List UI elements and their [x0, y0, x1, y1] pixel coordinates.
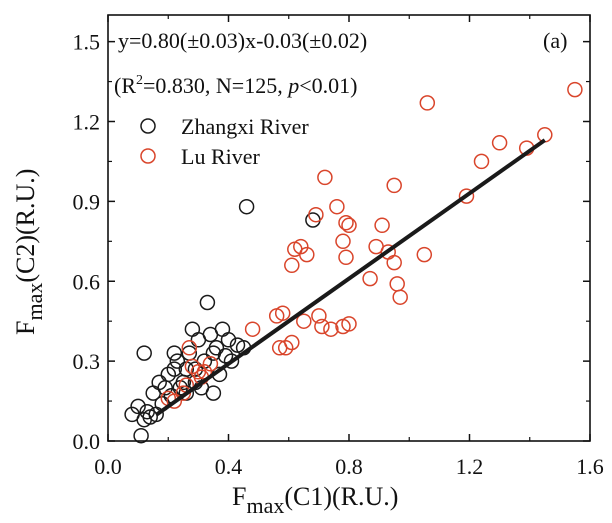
- data-point-lu-river: [473, 153, 490, 170]
- data-point-zhangxi-river: [214, 321, 231, 337]
- data-point-zhangxi-river: [133, 427, 149, 444]
- data-point-lu-river: [317, 169, 333, 186]
- data-point-lu-river: [181, 340, 198, 356]
- legend-label-lu: Lu River: [181, 144, 260, 169]
- data-point-lu-river: [311, 308, 327, 324]
- r-squared-superscript: 2: [136, 73, 143, 88]
- data-point-lu-river: [537, 127, 553, 143]
- data-point-lu-river: [284, 334, 300, 351]
- data-point-zhangxi-river: [169, 353, 186, 369]
- data-point-zhangxi-river: [238, 198, 255, 215]
- p-value: <0.01): [299, 73, 357, 98]
- data-point-zhangxi-river: [136, 345, 152, 361]
- data-point-zhangxi-river: [184, 321, 201, 337]
- y-tick-label: 0.0: [73, 429, 101, 454]
- legend-marker-lu: [140, 148, 156, 164]
- data-point-lu-river: [389, 276, 405, 292]
- data-point-zhangxi-river: [208, 340, 225, 356]
- data-point-zhangxi-river: [160, 366, 177, 383]
- x-tick-label: 1.6: [576, 454, 604, 479]
- data-point-lu-river: [329, 198, 345, 215]
- data-point-zhangxi-river: [305, 212, 321, 228]
- data-point-zhangxi-river: [130, 398, 146, 415]
- plot-area: [124, 81, 583, 444]
- y-axis-title: Fmax(C2)(R.U.): [11, 169, 47, 335]
- r-open: (R: [114, 73, 136, 98]
- data-point-lu-river: [166, 393, 183, 409]
- data-point-zhangxi-river: [205, 385, 222, 401]
- data-point-lu-river: [335, 233, 351, 250]
- data-point-lu-river: [392, 289, 408, 305]
- data-point-lu-river: [299, 246, 315, 263]
- x-axis-title-main: F: [232, 482, 246, 511]
- y-tick-label: 0.6: [73, 269, 101, 294]
- data-point-lu-river: [567, 81, 583, 98]
- axis-ticks: 0.0 0.4 0.8 1.2 1.6 0.0 0.3 0.6 0.9 1.2 1.5: [73, 15, 604, 479]
- data-point-zhangxi-river: [166, 345, 183, 361]
- data-point-lu-river: [323, 321, 339, 337]
- r-statistics: =0.830, N=125,: [143, 73, 288, 98]
- x-tick-label: 1.2: [456, 454, 484, 479]
- data-point-lu-river: [338, 214, 354, 231]
- data-point-zhangxi-river: [166, 361, 183, 377]
- x-axis-title: Fmax(C1)(R.U.): [232, 482, 398, 518]
- data-point-lu-river: [314, 318, 330, 335]
- data-point-lu-river: [419, 95, 436, 111]
- panel-label: (a): [543, 28, 567, 53]
- plot-frame: [107, 14, 591, 442]
- data-point-lu-river: [374, 217, 390, 234]
- data-point-lu-river: [296, 313, 312, 329]
- data-point-lu-river: [386, 254, 402, 271]
- data-point-lu-river: [244, 321, 261, 337]
- data-point-zhangxi-river: [217, 348, 234, 364]
- data-point-lu-river: [202, 356, 219, 372]
- data-point-lu-river: [293, 238, 309, 255]
- x-tick-label: 0.0: [94, 454, 122, 479]
- data-point-zhangxi-river: [187, 361, 204, 377]
- data-point-lu-river: [458, 188, 475, 204]
- data-point-lu-river: [274, 305, 291, 321]
- x-tick-label: 0.8: [335, 454, 363, 479]
- x-axis-title-sub: max: [246, 493, 284, 518]
- data-point-lu-river: [386, 177, 402, 194]
- data-point-lu-river: [308, 206, 324, 223]
- regression-equation: y=0.80(±0.03)x-0.03(±0.02): [118, 28, 367, 53]
- regression-line: [155, 138, 546, 417]
- data-point-zhangxi-river: [151, 374, 167, 391]
- legend: Zhangxi River Lu River: [140, 114, 309, 169]
- data-point-lu-river: [284, 257, 300, 274]
- y-axis-title-rest: (C2)(R.U.): [11, 169, 40, 283]
- y-tick-label: 1.5: [73, 30, 101, 55]
- regression-statistics: (R2=0.830, N=125, p<0.01): [114, 73, 357, 98]
- data-point-lu-river: [338, 249, 354, 266]
- data-point-zhangxi-river: [223, 353, 240, 369]
- data-point-lu-river: [491, 135, 508, 151]
- data-point-zhangxi-river: [205, 345, 222, 361]
- data-point-lu-river: [341, 217, 357, 234]
- data-point-zhangxi-river: [220, 332, 237, 348]
- y-tick-label: 0.9: [73, 189, 101, 214]
- p-symbol: p: [286, 73, 299, 98]
- y-tick-label: 1.2: [73, 110, 101, 135]
- y-tick-label: 0.3: [73, 349, 101, 374]
- legend-marker-zhangxi: [140, 118, 156, 134]
- y-axis-title-main: F: [11, 321, 40, 335]
- legend-label-zhangxi: Zhangxi River: [181, 114, 309, 139]
- data-point-lu-river: [416, 246, 433, 263]
- x-axis-title-rest: (C1)(R.U.): [284, 482, 398, 511]
- y-axis-title-sub: max: [22, 283, 47, 321]
- data-point-lu-river: [362, 270, 378, 287]
- data-point-lu-river: [341, 316, 357, 332]
- x-tick-label: 0.4: [215, 454, 243, 479]
- data-point-zhangxi-river: [199, 294, 216, 311]
